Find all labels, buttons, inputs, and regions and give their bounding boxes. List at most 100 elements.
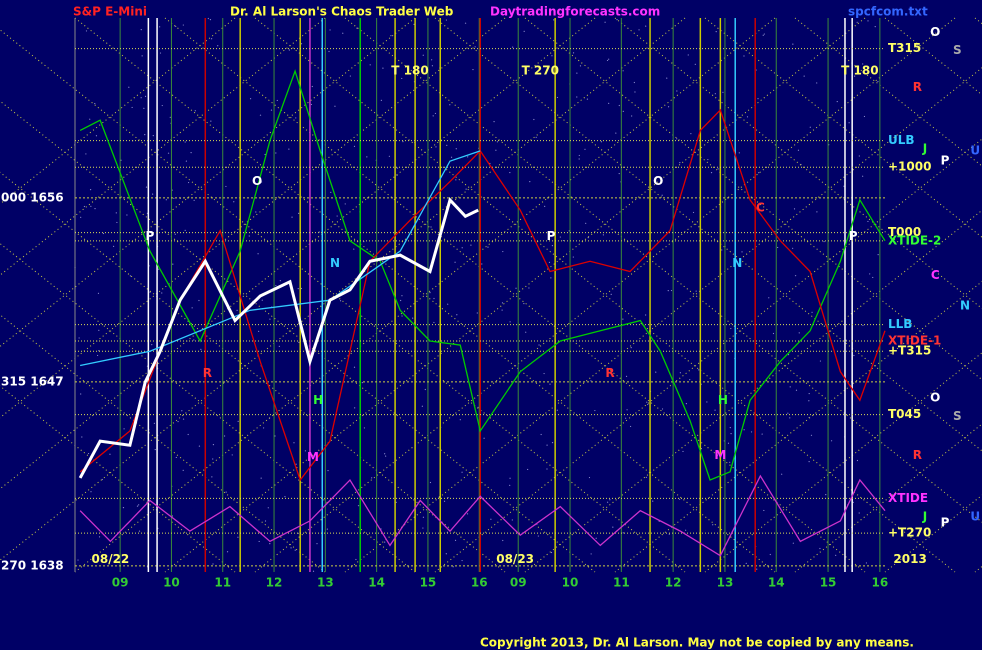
speckle: [101, 478, 103, 481]
lattice-line: [614, 17, 982, 310]
speckle: [94, 208, 96, 210]
y-tick-label: 270 1638: [1, 558, 64, 572]
x-tick-label: 15: [820, 576, 837, 590]
speckle: [353, 366, 356, 368]
speckle: [225, 491, 227, 493]
speckle: [112, 245, 115, 247]
speckle: [772, 332, 775, 335]
annotation: C: [931, 268, 940, 282]
speckle: [634, 91, 636, 93]
speckle: [792, 247, 794, 249]
speckle: [865, 562, 868, 564]
speckle: [586, 98, 589, 100]
x-tick-label: 16: [471, 576, 488, 590]
speckle: [695, 290, 697, 292]
speckle: [666, 77, 668, 79]
speckle: [550, 551, 553, 554]
speckle: [402, 141, 404, 143]
speckle: [430, 226, 432, 228]
speckle: [233, 201, 235, 203]
speckle: [808, 461, 810, 463]
speckle: [645, 25, 647, 27]
speckle: [161, 104, 163, 107]
speckle: [618, 172, 620, 175]
level-label: LLB: [888, 317, 912, 331]
speckle: [161, 292, 163, 294]
speckle: [433, 297, 435, 300]
speckle: [797, 149, 800, 151]
speckle: [470, 244, 472, 246]
speckle: [349, 75, 351, 77]
speckle: [171, 515, 174, 517]
speckle: [645, 476, 647, 478]
speckle: [445, 19, 448, 21]
speckle: [449, 104, 451, 106]
speckle: [329, 29, 331, 31]
speckle: [608, 58, 610, 60]
speckle: [177, 420, 179, 423]
speckle: [264, 153, 266, 156]
speckle: [264, 520, 267, 522]
speckle: [274, 435, 276, 437]
annotation: R: [913, 448, 922, 462]
speckle: [96, 354, 99, 357]
speckle: [625, 417, 627, 419]
speckle: [385, 455, 387, 457]
speckle: [590, 380, 592, 382]
speckle: [501, 309, 503, 311]
speckle: [354, 407, 356, 409]
speckle: [446, 144, 448, 147]
speckle: [382, 67, 384, 69]
speckle: [546, 468, 548, 470]
speckle: [676, 90, 678, 92]
level-label: XTIDE-2: [888, 233, 941, 247]
speckle: [476, 312, 478, 314]
speckle: [144, 134, 146, 136]
speckle: [169, 116, 171, 118]
speckle: [173, 197, 175, 200]
speckle: [297, 288, 299, 290]
speckle: [495, 149, 497, 151]
speckle: [80, 216, 82, 218]
speckle: [487, 246, 489, 248]
speckle: [182, 24, 184, 26]
speckle: [363, 427, 366, 429]
annotation: U: [970, 509, 980, 523]
x-tick-label: 09: [510, 576, 527, 590]
speckle: [152, 135, 154, 137]
speckle: [182, 418, 185, 420]
speckle: [94, 102, 96, 105]
speckle: [153, 422, 155, 424]
speckle: [523, 302, 525, 305]
speckle: [225, 185, 227, 188]
speckle: [115, 212, 117, 214]
speckle: [300, 287, 303, 290]
speckle: [260, 477, 262, 479]
speckle: [848, 122, 850, 124]
speckle: [78, 337, 80, 339]
speckle: [424, 388, 426, 391]
annotation: O: [930, 391, 940, 405]
speckle: [793, 208, 796, 210]
speckle: [512, 46, 514, 48]
speckle: [401, 315, 403, 317]
speckle: [845, 339, 847, 341]
speckle: [825, 494, 827, 496]
speckle: [136, 505, 139, 507]
speckle: [862, 324, 864, 327]
x-tick-label: 14: [768, 576, 785, 590]
speckle: [461, 247, 463, 249]
speckle: [310, 103, 313, 106]
annotation: M: [714, 448, 726, 462]
speckle: [330, 191, 332, 193]
annotation: T 180: [391, 64, 428, 78]
speckle: [509, 321, 511, 323]
speckle: [396, 167, 399, 169]
speckle: [184, 141, 186, 143]
speckle: [452, 566, 454, 568]
footer: Copyright 2013, Dr. Al Larson. May not b…: [480, 636, 914, 650]
speckle: [511, 519, 513, 521]
x-tick-label: 10: [562, 576, 579, 590]
speckle: [481, 263, 483, 265]
lattice-line: [704, 17, 982, 238]
